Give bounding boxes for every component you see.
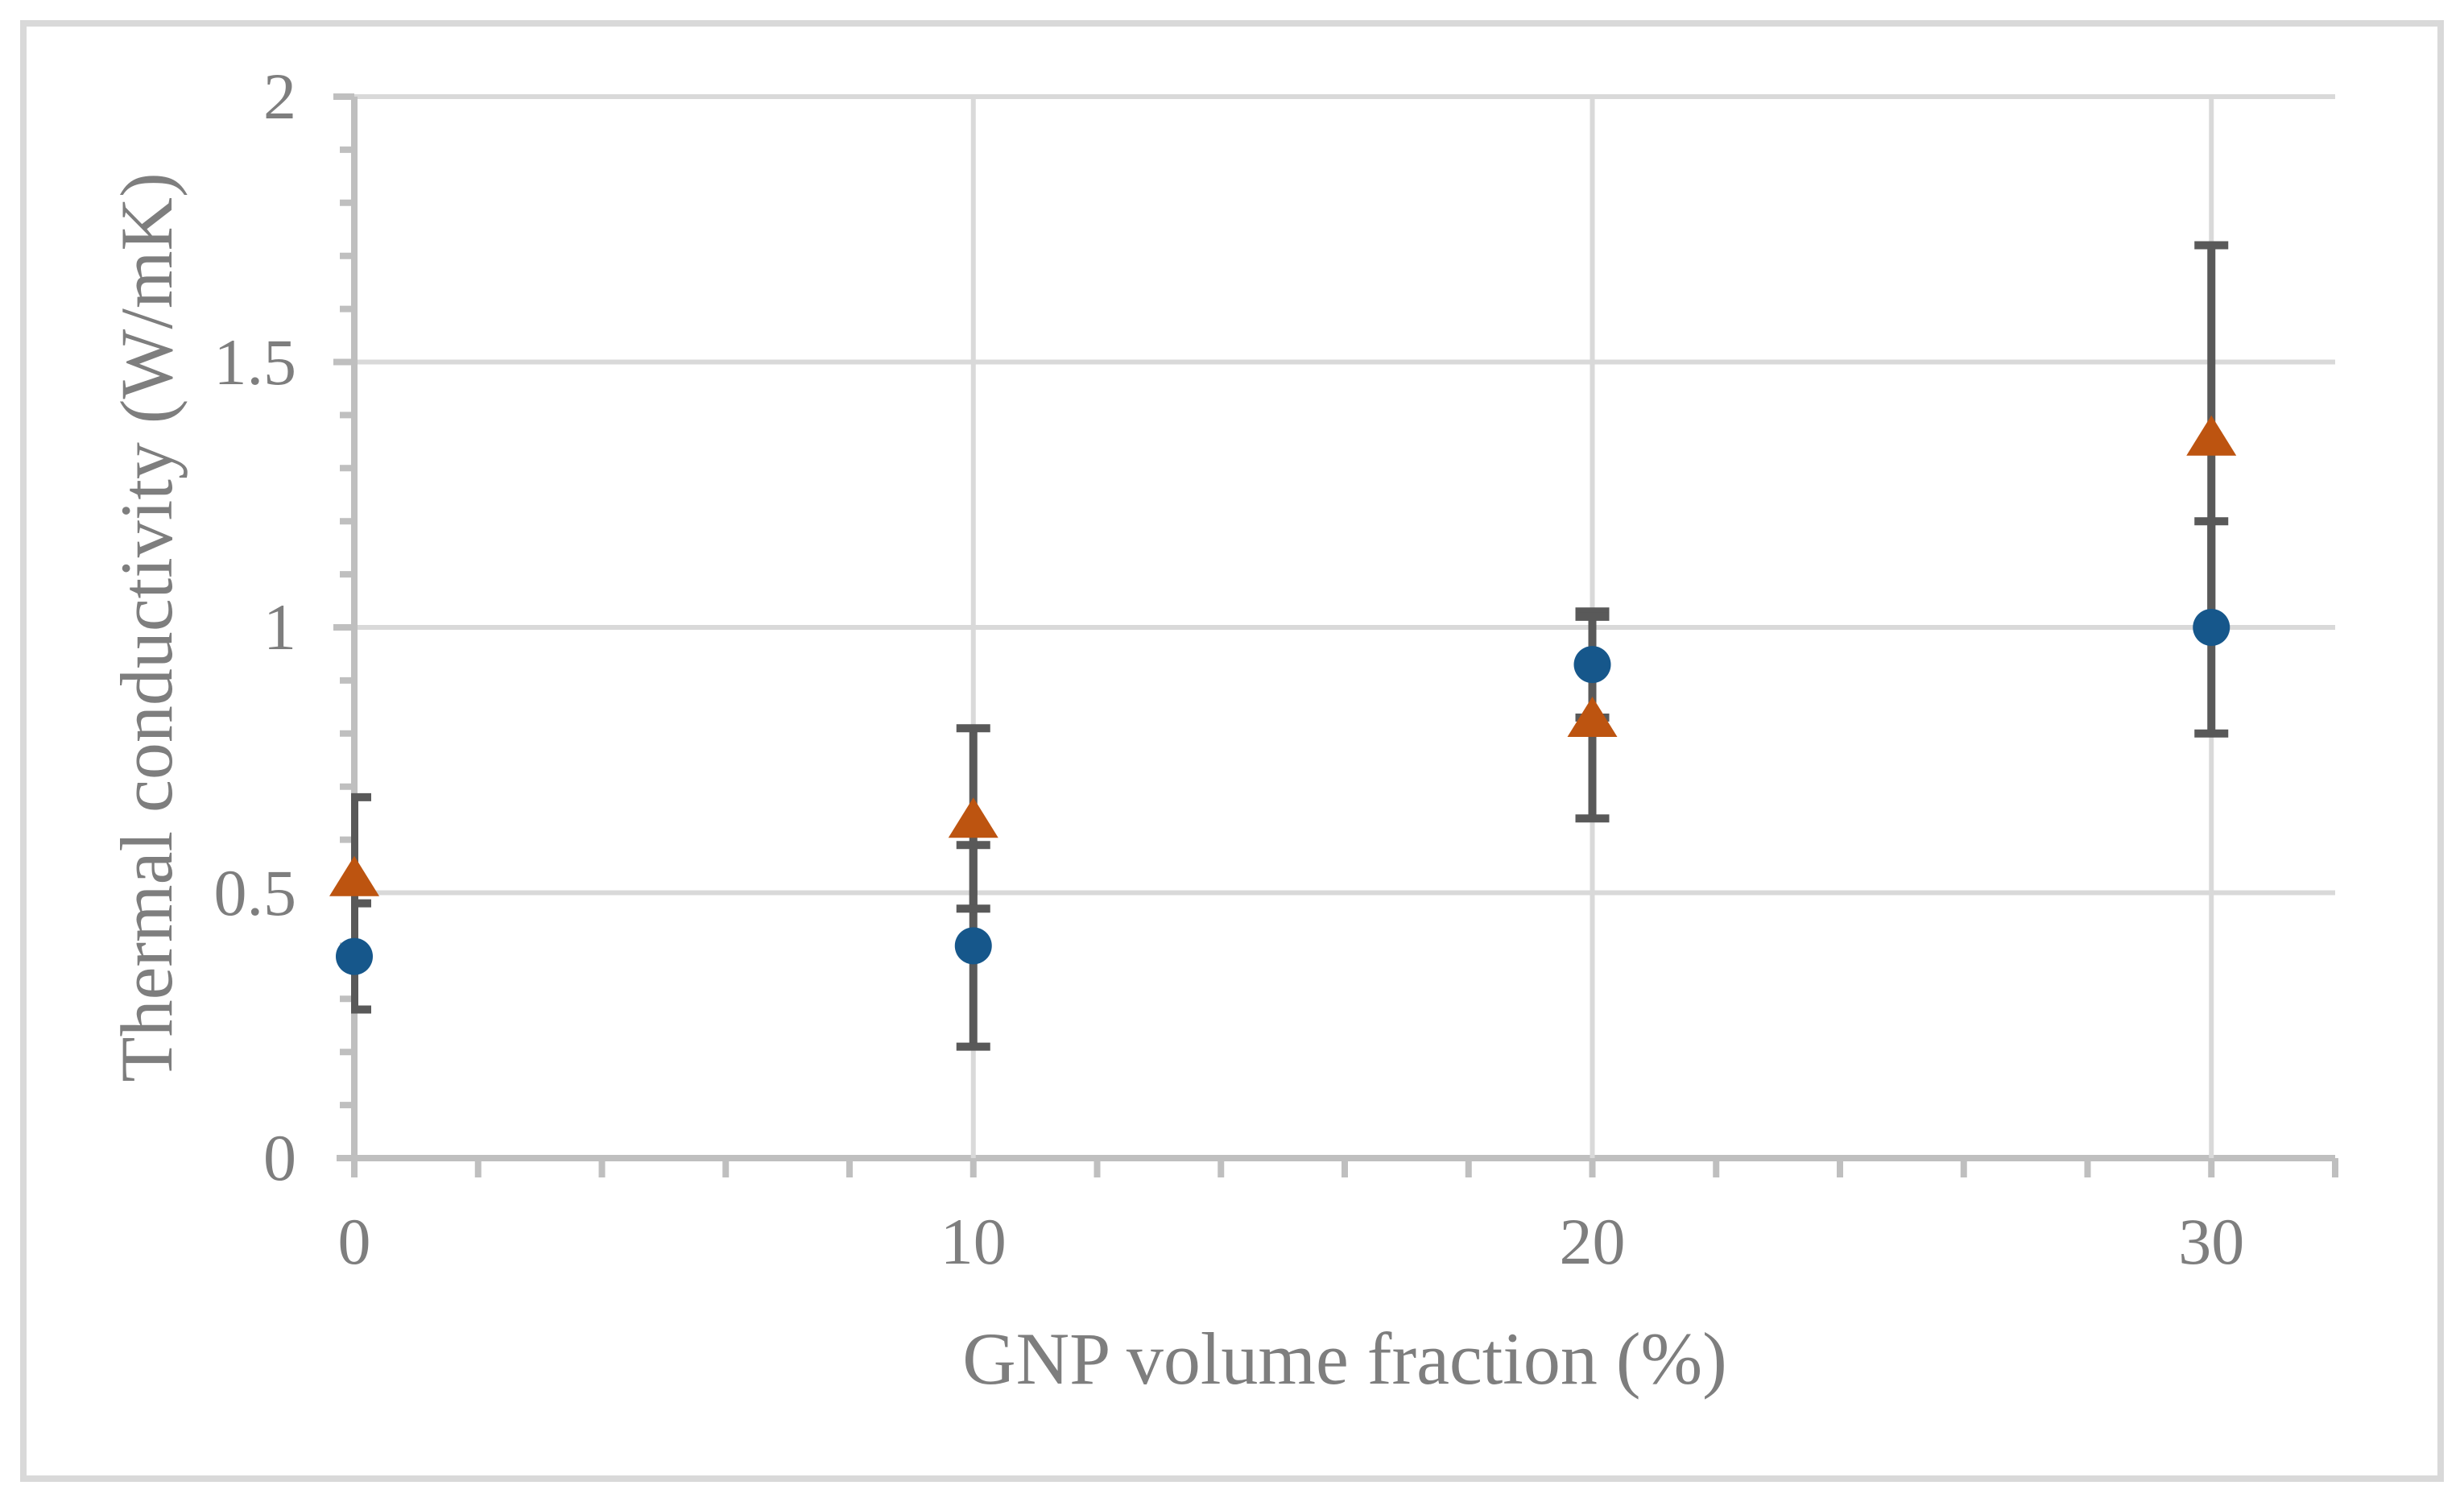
data-point-triangle-x20: [1567, 697, 1618, 738]
x-tick-label-0: 0: [337, 1205, 371, 1278]
y-tick-label-2: 2: [263, 60, 296, 133]
y-tick-label-1: 1: [263, 590, 296, 664]
x-axis-title: GNP volume fraction (%): [962, 1318, 1727, 1400]
y-tick-label-0: 0: [263, 1121, 296, 1194]
data-point-circle-x20: [1573, 646, 1611, 684]
y-tick-label-1.5: 1.5: [213, 325, 297, 399]
data-point-triangle-x0: [329, 855, 379, 896]
data-point-triangle-x30: [2186, 415, 2237, 456]
data-point-triangle-x10: [948, 797, 998, 838]
data-point-circle-x30: [2193, 609, 2230, 646]
x-tick-label-20: 20: [1559, 1205, 1626, 1278]
x-tick-label-30: 30: [2178, 1205, 2245, 1278]
error-bars-group: [351, 241, 2229, 1051]
y-axis-title: Thermal conductivity (W/mK): [105, 172, 188, 1082]
x-tick-label-10: 10: [940, 1205, 1007, 1278]
figure-border: [20, 20, 2444, 1482]
y-tick-label-0.5: 0.5: [213, 855, 297, 929]
data-point-circle-x0: [336, 937, 373, 975]
data-point-circle-x10: [954, 927, 992, 965]
